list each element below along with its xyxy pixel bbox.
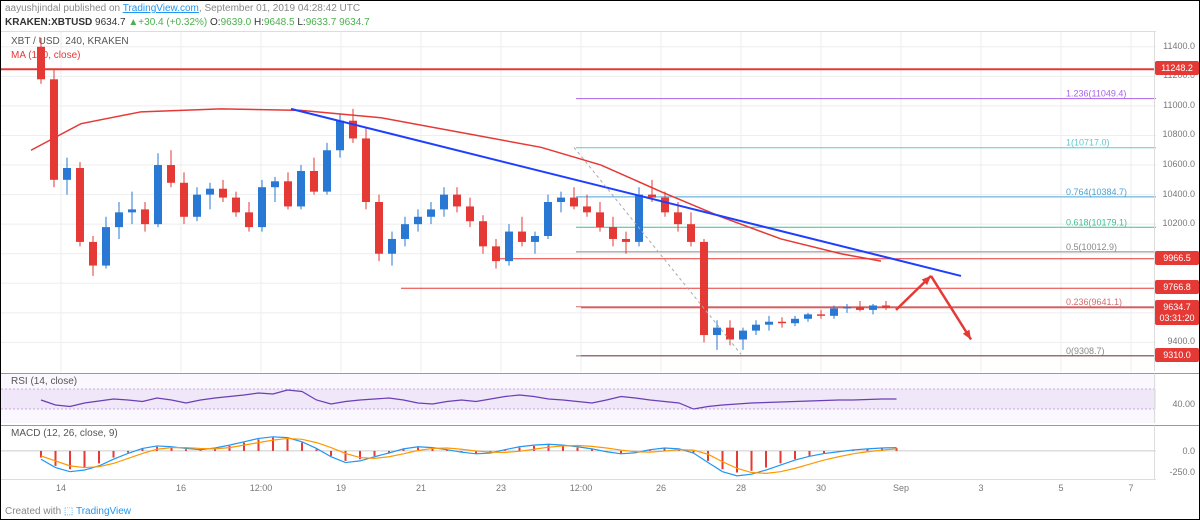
countdown-label: 03:31:20 bbox=[1155, 311, 1199, 325]
header-bar: aayushjindal published on TradingView.co… bbox=[5, 3, 360, 14]
price-label: 9310.0 bbox=[1155, 348, 1199, 362]
macd-axis: 0.0-250.0 bbox=[1154, 425, 1199, 479]
svg-text:0.618(10179.1): 0.618(10179.1) bbox=[1066, 217, 1127, 227]
pub-label: published on bbox=[63, 3, 120, 14]
arrow-up-icon: ▲ bbox=[128, 17, 138, 28]
price-label: 9966.5 bbox=[1155, 251, 1199, 265]
main-chart[interactable]: XBT / USD, 240, KRAKEN MA (100, close) 1… bbox=[1, 31, 1156, 371]
created-label: Created with bbox=[5, 506, 61, 517]
svg-text:1(10717.0): 1(10717.0) bbox=[1066, 138, 1110, 148]
site-link[interactable]: TradingView.com bbox=[123, 3, 199, 14]
price-label: 9766.8 bbox=[1155, 280, 1199, 294]
macd-panel[interactable]: MACD (12, 26, close, 9) bbox=[1, 425, 1156, 479]
rsi-axis: 40.00 bbox=[1154, 373, 1199, 423]
svg-text:0(9308.7): 0(9308.7) bbox=[1066, 346, 1105, 356]
svg-text:0.764(10384.7): 0.764(10384.7) bbox=[1066, 187, 1127, 197]
rsi-panel[interactable]: RSI (14, close) bbox=[1, 373, 1156, 423]
tradingview-link[interactable]: TradingView bbox=[76, 506, 131, 517]
change: +30.4 bbox=[138, 17, 163, 28]
pair-label: XBT / USD, 240, KRAKEN bbox=[11, 36, 129, 47]
time-axis: 141612:0019212312:00262830Sep357 bbox=[1, 479, 1156, 499]
svg-text:1.236(11049.4): 1.236(11049.4) bbox=[1066, 89, 1126, 99]
ohlc-l: 9633.7 bbox=[306, 17, 337, 28]
symbol: KRAKEN:XBTUSD bbox=[5, 17, 92, 28]
ticker-line: KRAKEN:XBTUSD 9634.7 ▲+30.4 (+0.32%) O:9… bbox=[5, 17, 370, 28]
svg-text:0.5(10012.9): 0.5(10012.9) bbox=[1066, 242, 1117, 252]
timestamp: September 01, 2019 04:28:42 UTC bbox=[204, 3, 360, 14]
ohlc-h: 9648.5 bbox=[264, 17, 295, 28]
price-axis: 11400.011200.011000.010800.010600.010400… bbox=[1154, 31, 1199, 371]
ma-label: MA (100, close) bbox=[11, 50, 80, 61]
ohlc-o: 9639.0 bbox=[221, 17, 252, 28]
tv-logo-icon: ⬚ bbox=[64, 506, 73, 517]
price-label: 11248.2 bbox=[1155, 61, 1199, 75]
ohlc-c: 9634.7 bbox=[339, 17, 370, 28]
change-pct: (+0.32%) bbox=[166, 17, 207, 28]
footer: Created with ⬚ TradingView bbox=[5, 506, 131, 517]
author: aayushjindal bbox=[5, 3, 61, 14]
svg-text:0.236(9641.1): 0.236(9641.1) bbox=[1066, 297, 1122, 307]
price: 9634.7 bbox=[95, 17, 126, 28]
